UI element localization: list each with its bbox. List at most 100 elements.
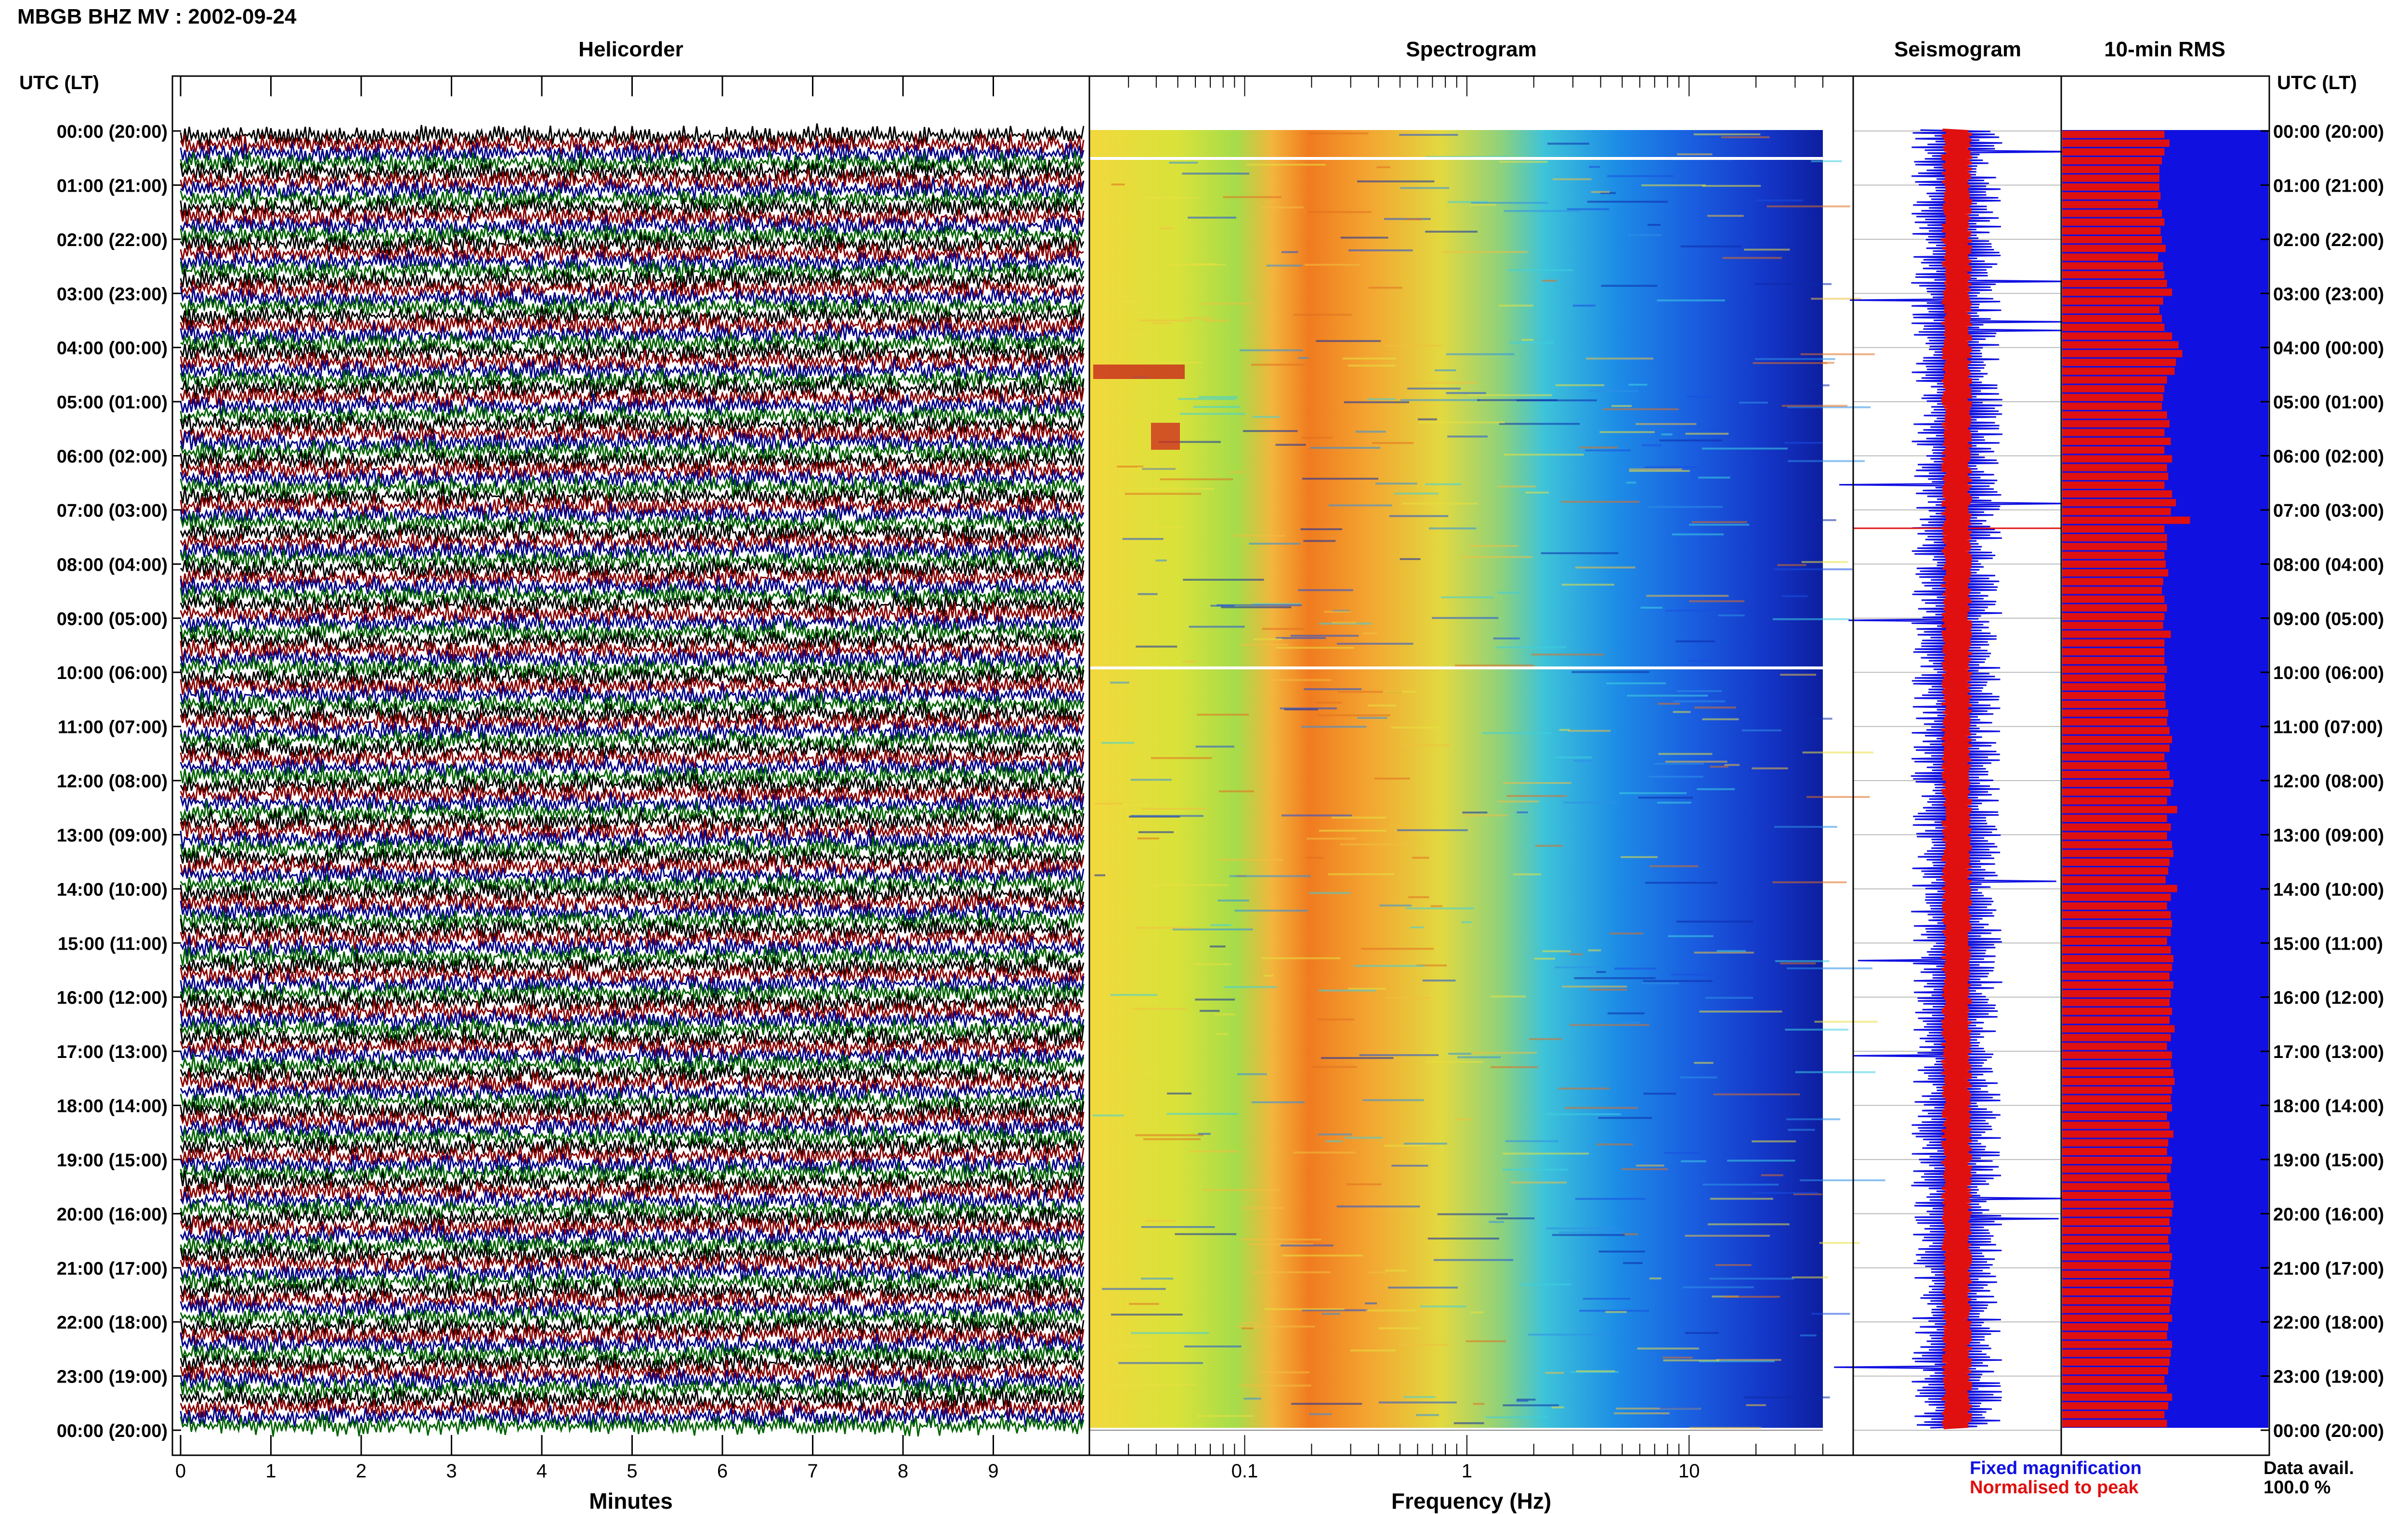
spectrogram-texture — [1136, 645, 1178, 648]
spectrogram-texture — [1354, 965, 1425, 967]
time-label-right: 06:00 (02:00) — [2273, 447, 2384, 467]
spectrogram-texture — [1318, 1133, 1352, 1136]
rms-bar — [2062, 1060, 2171, 1068]
time-label-right: 23:00 (19:00) — [2273, 1367, 2384, 1387]
spectrogram-texture — [1189, 626, 1245, 628]
rms-bar — [2062, 806, 2177, 813]
rms-bar — [2062, 1078, 2175, 1085]
rms-bar — [2062, 420, 2170, 428]
spectrogram-texture — [1142, 808, 1207, 810]
spectrogram-texture — [1555, 384, 1605, 386]
rms-bar — [2062, 560, 2166, 568]
spectrogram-texture — [1777, 564, 1806, 566]
rms-bar — [2062, 1305, 2170, 1313]
spectrogram-texture — [1493, 637, 1520, 640]
rms-bar — [2062, 1314, 2172, 1322]
spectrogram-texture — [1687, 395, 1713, 398]
spectrogram-texture — [1646, 595, 1729, 597]
time-label-right: 07:00 (03:00) — [2273, 501, 2384, 521]
helicorder-trace — [180, 593, 1085, 617]
spectrogram-texture — [1420, 1305, 1466, 1308]
spectrogram-texture — [1302, 478, 1378, 480]
spectrogram-texture — [1811, 160, 1842, 162]
rms-bar — [2062, 262, 2163, 270]
spectrogram-texture — [1792, 1276, 1828, 1279]
spectrogram-texture — [1628, 383, 1648, 386]
rms-bar — [2062, 718, 2167, 726]
spectrogram-texture — [1178, 398, 1236, 400]
helicorder-trace — [180, 917, 1085, 942]
spectrogram-texture — [1198, 396, 1238, 398]
spectrogram-texture — [1454, 665, 1534, 666]
spectrogram-texture — [1447, 435, 1488, 438]
helicorder-trace — [180, 1178, 1085, 1203]
x-axis-title-minutes: Minutes — [589, 1488, 673, 1514]
spectrogram-event — [1151, 423, 1180, 450]
rms-bar — [2062, 288, 2172, 296]
spectrogram-texture — [1767, 205, 1850, 208]
spectrogram-texture — [1564, 1107, 1638, 1109]
rms-bar — [2062, 534, 2167, 542]
spectrogram-texture — [1400, 399, 1480, 401]
panel-title-spectrogram: Spectrogram — [1406, 38, 1537, 61]
time-label-right: 10:00 (06:00) — [2273, 663, 2384, 683]
helicorder-trace — [180, 763, 1085, 788]
spectrogram-texture — [1355, 431, 1386, 433]
x-axis-title-frequency: Frequency (Hz) — [1391, 1488, 1552, 1514]
time-label-right: 00:00 (20:00) — [2273, 1421, 2384, 1441]
helicorder-trace — [180, 142, 1085, 166]
helicorder-trace — [180, 313, 1085, 337]
helicorder-trace — [180, 159, 1085, 184]
spectrogram-texture — [1710, 1198, 1773, 1200]
rms-bar — [2062, 446, 2165, 454]
helicorder-trace — [180, 566, 1085, 589]
spectrogram-texture — [1558, 1231, 1623, 1234]
helicorder-trace — [180, 1170, 1085, 1193]
rms-bar — [2062, 709, 2169, 717]
spectrogram-texture — [1534, 957, 1555, 960]
spectrogram-texture — [1555, 756, 1593, 758]
helicorder-trace — [180, 340, 1085, 364]
spectrogram-blank-edge — [1823, 130, 1853, 1428]
helicorder-trace — [180, 231, 1085, 256]
spectrogram-texture — [1795, 1071, 1876, 1073]
spectrogram-texture — [1596, 1143, 1633, 1146]
rms-bar — [2062, 902, 2167, 910]
spectrogram-texture — [1636, 1164, 1664, 1167]
spectrogram-texture — [1469, 545, 1518, 547]
spectrogram-texture — [1680, 1076, 1717, 1079]
spectrogram-texture — [1281, 1244, 1334, 1247]
helicorder-trace — [180, 682, 1085, 706]
spectrogram-texture — [1677, 153, 1713, 156]
spectrogram-texture — [1416, 1414, 1440, 1416]
spectrogram-texture — [1337, 691, 1402, 693]
rms-bar — [2062, 1411, 2165, 1419]
spectrogram-texture — [1143, 197, 1199, 199]
rms-bar — [2062, 1402, 2169, 1410]
helicorder-trace — [180, 962, 1085, 986]
spectrogram-texture — [1754, 283, 1832, 285]
rms-bar — [2062, 411, 2167, 419]
helicorder-trace — [180, 1161, 1085, 1185]
spectrogram-texture — [1193, 963, 1231, 966]
spectrogram-texture — [1143, 1138, 1201, 1140]
spectrogram-texture — [1722, 257, 1782, 259]
rms-bar — [2062, 1341, 2172, 1348]
spectrogram-texture — [1471, 1052, 1537, 1054]
spectrogram-texture — [1741, 729, 1781, 731]
spectrogram-texture — [1743, 1396, 1830, 1398]
rms-bar — [2062, 367, 2175, 375]
spectrogram-texture — [1721, 136, 1770, 138]
spectrogram-texture — [1694, 706, 1736, 709]
spectrogram-texture — [1138, 831, 1174, 834]
helicorder-trace — [180, 800, 1085, 824]
helicorder-trace — [180, 1080, 1085, 1104]
spectrogram-texture — [1137, 467, 1175, 469]
spectrogram-texture — [1241, 1327, 1254, 1330]
rms-bar — [2062, 1297, 2171, 1305]
helicorder-trace — [180, 755, 1085, 780]
helicorder-trace — [180, 475, 1085, 499]
time-label-right: 09:00 (05:00) — [2273, 609, 2384, 629]
spectrogram-texture — [1342, 357, 1397, 360]
